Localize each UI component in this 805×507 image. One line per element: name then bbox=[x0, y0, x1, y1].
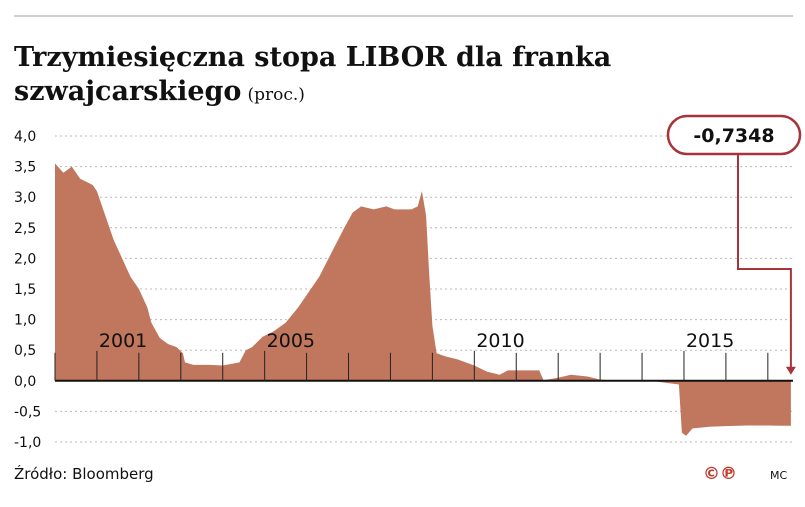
y-tick-label: 3,0 bbox=[14, 190, 36, 206]
x-axis-labels: 2001 2005 2010 2015 bbox=[99, 330, 734, 352]
x-tick-label: 2010 bbox=[476, 330, 524, 352]
y-tick-label: 1,5 bbox=[14, 282, 36, 298]
chart-title: Trzymiesięczna stopa LIBOR dla franka bbox=[14, 42, 611, 73]
copyright-icons: ©℗ bbox=[703, 464, 737, 484]
libor-area bbox=[55, 163, 791, 436]
author-initials: MC bbox=[770, 469, 787, 482]
callout-arrowhead bbox=[785, 366, 796, 375]
y-tick-label: -0,5 bbox=[14, 404, 41, 420]
y-tick-label: 2,0 bbox=[14, 251, 36, 267]
chart-unit: (proc.) bbox=[247, 85, 304, 105]
y-tick-label: 0,5 bbox=[14, 343, 36, 359]
y-axis-labels: 4,0 3,5 3,0 2,5 2,0 1,5 1,0 0,5 0,0 -0,5 -1,0 bbox=[14, 129, 41, 451]
y-tick-label: 2,5 bbox=[14, 221, 36, 237]
callout-bubble bbox=[666, 114, 802, 156]
x-tick-label: 2005 bbox=[267, 330, 315, 352]
y-tick-label: 0,0 bbox=[14, 374, 36, 390]
y-tick-label: 4,0 bbox=[14, 129, 36, 145]
top-rule bbox=[14, 15, 793, 17]
x-axis bbox=[54, 350, 793, 382]
callout-leader-line bbox=[737, 154, 792, 368]
chart-title-second-line: szwajcarskiego bbox=[14, 76, 241, 107]
y-tick-label: 1,0 bbox=[14, 313, 36, 329]
y-tick-label: 3,5 bbox=[14, 160, 36, 176]
chart-title-line2: szwajcarskiego (proc.) bbox=[14, 76, 305, 107]
callout: -0,7348 bbox=[666, 114, 802, 375]
source-label: Źródło: Bloomberg bbox=[14, 464, 154, 483]
callout-value: -0,7348 bbox=[693, 125, 774, 147]
data-area bbox=[55, 163, 791, 436]
y-tick-label: -1,0 bbox=[14, 435, 41, 451]
x-tick-label: 2001 bbox=[99, 330, 147, 352]
x-tick-label: 2015 bbox=[686, 330, 734, 352]
